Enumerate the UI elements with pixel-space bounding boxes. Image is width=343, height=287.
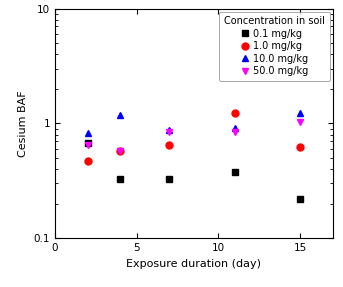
X-axis label: Exposure duration (day): Exposure duration (day) (126, 259, 261, 269)
0.1 mg/kg (167, 177, 172, 181)
50.0 mg/kg (298, 121, 302, 124)
Line: 50.0 mg/kg: 50.0 mg/kg (84, 119, 304, 154)
50.0 mg/kg (118, 149, 122, 152)
Line: 0.1 mg/kg: 0.1 mg/kg (84, 139, 304, 202)
1.0 mg/kg (85, 159, 90, 163)
10.0 mg/kg (233, 126, 237, 129)
10.0 mg/kg (298, 112, 302, 115)
0.1 mg/kg (118, 177, 122, 181)
10.0 mg/kg (167, 128, 172, 131)
1.0 mg/kg (167, 143, 172, 147)
1.0 mg/kg (118, 149, 122, 152)
0.1 mg/kg (298, 197, 302, 201)
50.0 mg/kg (233, 130, 237, 133)
Line: 10.0 mg/kg: 10.0 mg/kg (84, 110, 304, 137)
0.1 mg/kg (233, 170, 237, 173)
1.0 mg/kg (233, 112, 237, 115)
50.0 mg/kg (167, 130, 172, 133)
10.0 mg/kg (118, 113, 122, 117)
50.0 mg/kg (85, 143, 90, 147)
0.1 mg/kg (85, 141, 90, 144)
Y-axis label: Cesium BAF: Cesium BAF (18, 90, 28, 157)
1.0 mg/kg (298, 146, 302, 149)
Legend: 0.1 mg/kg, 1.0 mg/kg, 10.0 mg/kg, 50.0 mg/kg: 0.1 mg/kg, 1.0 mg/kg, 10.0 mg/kg, 50.0 m… (219, 11, 330, 81)
10.0 mg/kg (85, 131, 90, 135)
Line: 1.0 mg/kg: 1.0 mg/kg (84, 110, 304, 164)
